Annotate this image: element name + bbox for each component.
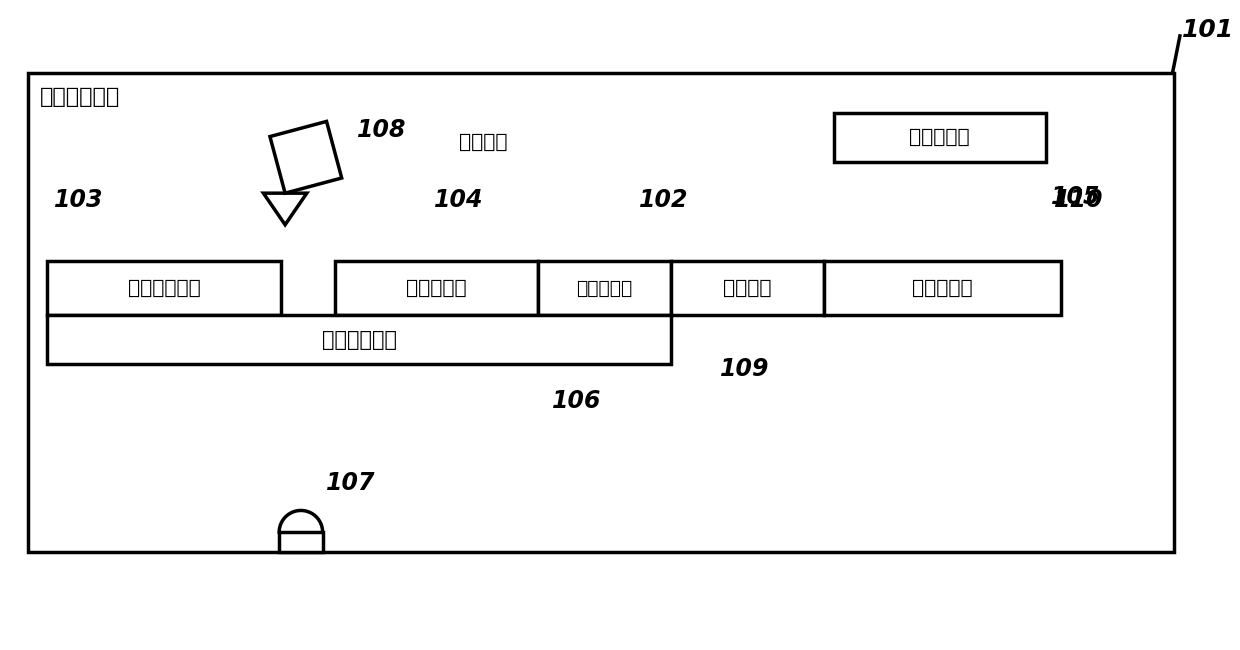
Text: 103: 103 [55, 188, 104, 212]
Text: 电流互感器: 电流互感器 [577, 278, 632, 298]
Bar [47, 261, 281, 315]
Bar [336, 261, 538, 315]
Text: 精密直线滑台: 精密直线滑台 [321, 330, 397, 350]
Text: 可动铜电极: 可动铜电极 [407, 278, 466, 298]
Bar [538, 261, 671, 315]
Bar [47, 315, 671, 365]
Bar [27, 73, 1174, 552]
Text: 108: 108 [357, 118, 407, 142]
Bar [833, 113, 1045, 162]
Text: 石墨固定电极: 石墨固定电极 [128, 278, 201, 298]
Text: 信号电缆: 信号电缆 [459, 133, 507, 152]
Text: 107: 107 [326, 471, 374, 495]
Text: 旋转编码器: 旋转编码器 [911, 278, 972, 298]
Text: 105: 105 [1050, 185, 1100, 209]
Text: 透明封闭外壳: 透明封闭外壳 [40, 87, 120, 107]
Text: 102: 102 [640, 188, 688, 212]
Text: 110: 110 [1054, 188, 1104, 212]
Text: 106: 106 [553, 389, 601, 413]
Text: 104: 104 [434, 188, 484, 212]
Bar [823, 261, 1060, 315]
Text: 弧压传感器: 弧压传感器 [909, 128, 970, 147]
Bar [279, 532, 322, 552]
Text: 101: 101 [1182, 18, 1234, 42]
Bar [671, 261, 823, 315]
Text: 109: 109 [720, 358, 770, 382]
Text: 步进电机: 步进电机 [723, 278, 771, 298]
